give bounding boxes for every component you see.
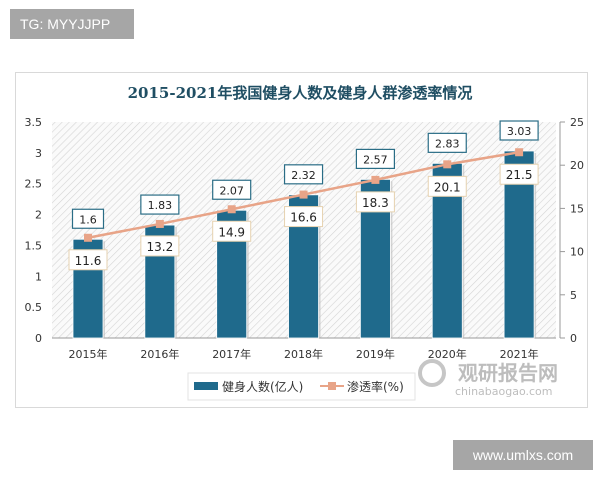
logo-watermark: 观研报告网 chinabaogao.com [418, 359, 558, 398]
legend-bar-label: 健身人数(亿人) [222, 379, 303, 394]
rate-value-label: 11.6 [75, 254, 102, 268]
bar-value-box [212, 179, 252, 200]
bar-value-label: 1.83 [148, 199, 173, 212]
rate-value-box [212, 220, 252, 242]
right-tick-label: 0 [570, 332, 577, 345]
bar-value-box [427, 132, 467, 153]
x-tick-label: 2016年 [140, 347, 179, 361]
x-tick-label: 2021年 [500, 347, 539, 361]
rate-value-box [140, 235, 180, 257]
bar-value-label: 2.32 [291, 169, 316, 182]
logo-name: 观研报告网 [458, 361, 558, 385]
rate-value-box [427, 175, 467, 197]
left-tick-label: 0.5 [25, 301, 43, 314]
rate-value-box [499, 163, 539, 185]
rate-marker [155, 219, 164, 228]
left-tick-label: 2 [35, 209, 42, 222]
bar-value-box [355, 148, 395, 169]
chart-frame [15, 72, 588, 408]
legend-line-label: 渗透率(%) [347, 379, 404, 394]
rate-marker [227, 205, 236, 214]
bar-value-box [71, 208, 105, 229]
left-tick-label: 3.5 [25, 116, 43, 129]
bar-value-box [283, 164, 324, 185]
x-tick-label: 2017年 [212, 347, 251, 361]
chart-title: 2015-2021年我国健身人数及健身人群渗透率情况 [128, 84, 473, 102]
left-tick-label: 2.5 [25, 178, 43, 191]
rate-marker [299, 190, 308, 199]
watermark-top: TG: MYYJJPP [10, 9, 134, 39]
rate-value-box [68, 249, 108, 271]
rate-marker [443, 160, 452, 169]
x-tick-label: 2018年 [284, 347, 323, 361]
x-tick-label: 2020年 [428, 347, 467, 361]
right-tick-label: 25 [570, 116, 584, 129]
rate-value-label: 18.3 [362, 196, 389, 210]
right-tick-label: 15 [570, 202, 584, 215]
bar-value-label: 1.6 [79, 213, 97, 226]
rate-marker [371, 175, 380, 184]
rate-value-label: 16.6 [290, 211, 317, 225]
bar-value-box [499, 120, 539, 141]
legend-bar-swatch [194, 382, 218, 390]
right-tick-label: 20 [570, 159, 584, 172]
right-tick-label: 5 [570, 289, 577, 302]
x-tick-label: 2019年 [356, 347, 395, 361]
rate-value-box [355, 191, 395, 213]
bar-value-box [140, 194, 180, 215]
rate-value-label: 21.5 [506, 168, 533, 182]
right-tick-label: 10 [570, 246, 584, 259]
rate-marker [84, 233, 92, 242]
logo-domain: chinabaogao.com [455, 385, 553, 398]
left-tick-label: 1.5 [25, 239, 43, 252]
left-tick-label: 0 [35, 332, 42, 345]
bar-value-label: 2.07 [219, 184, 244, 197]
watermark-bottom: www.umlxs.com [453, 440, 593, 470]
rate-marker [515, 148, 524, 157]
left-tick-label: 1 [35, 270, 42, 283]
left-tick-label: 3 [35, 147, 42, 160]
rate-value-label: 20.1 [434, 180, 461, 194]
bar-value-label: 2.83 [435, 137, 460, 150]
rate-value-box [284, 206, 324, 228]
bar-value-label: 2.57 [363, 153, 388, 166]
rate-value-label: 14.9 [218, 225, 245, 239]
bar-value-label: 3.03 [507, 125, 532, 138]
rate-value-label: 13.2 [146, 240, 173, 254]
legend: 健身人数(亿人) 渗透率(%) [187, 372, 416, 401]
x-tick-label: 2015年 [69, 347, 108, 361]
